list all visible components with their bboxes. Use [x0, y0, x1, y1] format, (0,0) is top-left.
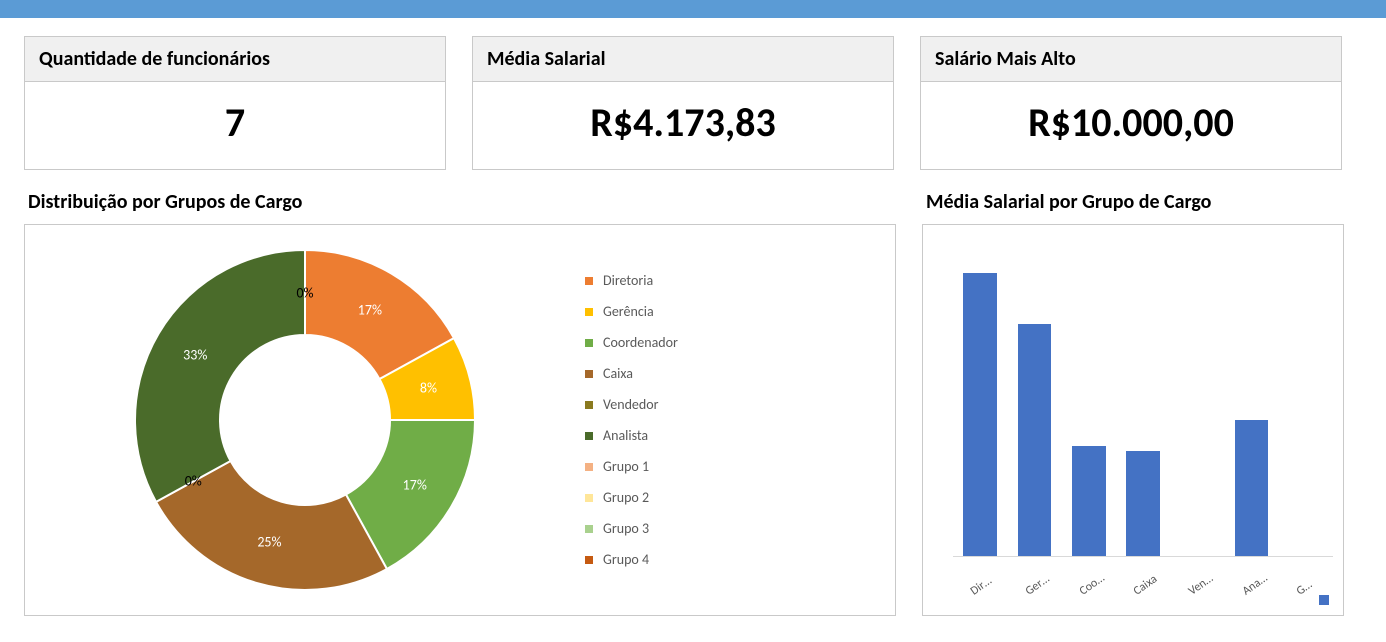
bar-x-axis-labels: Dir… Ger… Coo… Caixa Ven… Ana… G… — [953, 561, 1333, 615]
bar-chart — [953, 245, 1333, 557]
bar — [963, 273, 997, 556]
legend-label: Grupo 1 — [603, 458, 649, 475]
legend-label: Grupo 2 — [603, 489, 649, 506]
bar-chart-box: Dir… Ger… Coo… Caixa Ven… Ana… G… — [922, 224, 1344, 616]
legend-label: Vendedor — [603, 396, 659, 413]
donut-chart-block: Distribuição por Grupos de Cargo 17%8%17… — [24, 184, 896, 616]
legend-item: Grupo 2 — [585, 489, 773, 506]
bar — [1018, 324, 1052, 556]
legend-item: Analista — [585, 427, 773, 444]
kpi-card-count-value: 7 — [25, 82, 445, 169]
charts-row: Distribuição por Grupos de Cargo 17%8%17… — [24, 184, 1362, 616]
dashboard-content: Quantidade de funcionários 7 Média Salar… — [0, 18, 1386, 616]
donut-slice-label: 17% — [403, 476, 427, 493]
legend-swatch — [585, 432, 593, 440]
legend-item: Diretoria — [585, 272, 773, 289]
legend-item: Grupo 3 — [585, 520, 773, 537]
kpi-card-count-title: Quantidade de funcionários — [25, 37, 445, 82]
bar — [1072, 446, 1106, 556]
legend-item: Coordenador — [585, 334, 773, 351]
kpi-card-count: Quantidade de funcionários 7 — [24, 36, 446, 170]
donut-legend: Diretoria Gerência Coordenador Caixa Vendedo… — [585, 272, 785, 568]
legend-item: Vendedor — [585, 396, 773, 413]
legend-swatch — [585, 401, 593, 409]
bar-x-label: Ger… — [1023, 572, 1052, 598]
kpi-card-max: Salário Mais Alto R$10.000,00 — [920, 36, 1342, 170]
donut-chart-box: 17% 8% 17% 25% 0% 33% 0% Diretoria Gerência Coor… — [24, 224, 896, 616]
legend-item: Grupo 1 — [585, 458, 773, 475]
bar — [1126, 451, 1160, 556]
kpi-card-max-value: R$10.000,00 — [921, 82, 1341, 169]
legend-swatch — [585, 277, 593, 285]
top-accent-bar — [0, 0, 1386, 18]
kpi-cards-row: Quantidade de funcionários 7 Média Salar… — [24, 36, 1362, 170]
bar-x-label: G… — [1294, 578, 1315, 599]
kpi-card-avg-title: Média Salarial — [473, 37, 893, 82]
donut-chart-title: Distribuição por Grupos de Cargo — [28, 190, 896, 214]
bar-legend-swatch — [1319, 595, 1329, 605]
legend-swatch — [585, 556, 593, 564]
bar-chart-title: Média Salarial por Grupo de Cargo — [926, 190, 1344, 214]
legend-label: Analista — [603, 427, 648, 444]
bar-x-label: Ven… — [1186, 572, 1216, 599]
legend-swatch — [585, 494, 593, 502]
donut-slice-label: 0% — [296, 284, 313, 301]
donut-slice — [135, 250, 305, 502]
kpi-card-avg: Média Salarial R$4.173,83 — [472, 36, 894, 170]
bar-x-label: Caixa — [1131, 572, 1160, 598]
donut-slice-label: 25% — [257, 534, 281, 551]
donut-slice-label: 0% — [185, 473, 202, 490]
bar-x-label: Dir… — [968, 574, 995, 598]
legend-swatch — [585, 525, 593, 533]
legend-label: Caixa — [603, 365, 633, 382]
donut-slice-label: 33% — [183, 347, 207, 364]
legend-swatch — [585, 463, 593, 471]
bar-x-label: Ana… — [1240, 571, 1270, 598]
donut-chart: 17% 8% 17% 25% 0% 33% 0% — [25, 224, 585, 616]
legend-label: Grupo 3 — [603, 520, 649, 537]
legend-label: Grupo 4 — [603, 551, 649, 568]
legend-label: Gerência — [603, 303, 654, 320]
legend-label: Coordenador — [603, 334, 678, 351]
legend-item: Gerência — [585, 303, 773, 320]
kpi-card-avg-value: R$4.173,83 — [473, 82, 893, 169]
donut-slice-label: 17% — [358, 302, 382, 319]
kpi-card-max-title: Salário Mais Alto — [921, 37, 1341, 82]
bar-x-label: Coo… — [1077, 571, 1107, 598]
legend-item: Grupo 4 — [585, 551, 773, 568]
legend-item: Caixa — [585, 365, 773, 382]
legend-swatch — [585, 370, 593, 378]
legend-label: Diretoria — [603, 272, 653, 289]
bar-chart-block: Média Salarial por Grupo de Cargo Dir… Ge… — [922, 184, 1344, 616]
bar — [1235, 420, 1269, 556]
donut-slice-label: 8% — [420, 380, 437, 397]
legend-swatch — [585, 339, 593, 347]
legend-swatch — [585, 308, 593, 316]
